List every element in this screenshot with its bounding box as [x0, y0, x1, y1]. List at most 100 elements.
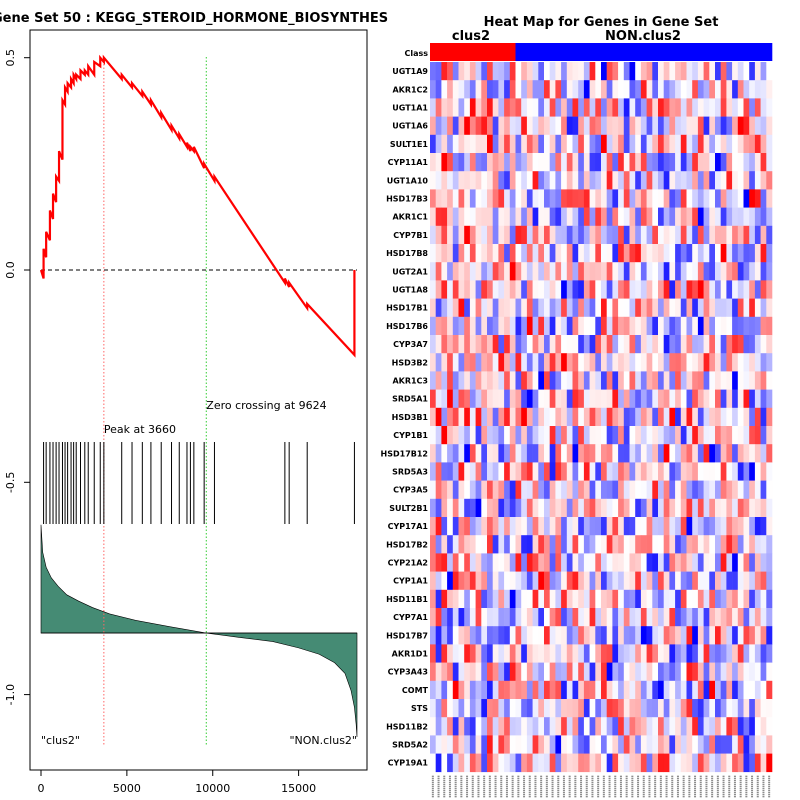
heatmap-cell	[458, 717, 465, 736]
heatmap-cell	[595, 553, 602, 572]
heatmap-cell	[526, 480, 533, 500]
heatmap-cell	[732, 134, 739, 154]
heatmap-cell	[583, 535, 590, 554]
heatmap-cell	[749, 535, 756, 554]
heatmap-cell	[606, 662, 613, 682]
heatmap-cell	[635, 480, 642, 500]
heatmap-cell	[498, 353, 505, 372]
heatmap-cell	[435, 134, 442, 154]
heatmap-cell	[658, 298, 664, 318]
heatmap-cell	[492, 389, 499, 409]
heatmap-cell	[692, 262, 699, 281]
heatmap-cell	[492, 153, 499, 172]
heatmap-cell	[532, 116, 539, 136]
heatmap-cell	[737, 589, 744, 609]
heatmap-cell	[464, 735, 471, 754]
gene-label: CYP19A1	[388, 759, 429, 768]
heatmap-cell	[680, 298, 687, 318]
heatmap-cell	[481, 171, 488, 190]
heatmap-cell	[675, 207, 682, 227]
heatmap-cell	[646, 244, 653, 263]
gene-label: HSD17B6	[386, 322, 428, 331]
heatmap-cell	[492, 589, 499, 609]
heatmap-cell	[435, 444, 442, 463]
heatmap-cell	[703, 608, 710, 627]
heatmap-cell	[629, 335, 636, 354]
heatmap-cell	[589, 207, 596, 227]
heatmap-cell	[589, 626, 596, 645]
heatmap-cell	[686, 662, 693, 682]
heatmap-cell	[658, 335, 664, 354]
heatmap-cell	[640, 371, 647, 390]
heatmap-cell	[521, 225, 528, 245]
heatmap-cell	[549, 426, 556, 445]
heatmap-cell	[589, 535, 596, 554]
heatmap-cell	[703, 153, 710, 172]
heatmap-cell	[492, 62, 499, 81]
heatmap-cell	[692, 280, 699, 299]
heatmap-cell	[538, 171, 545, 190]
heatmap-cell	[555, 680, 562, 700]
heatmap-cell	[532, 553, 539, 572]
heatmap-cell	[566, 717, 573, 736]
heatmap-cell	[487, 171, 493, 190]
heatmap-cell	[561, 134, 568, 154]
ranked-metric-fill	[40, 524, 358, 738]
heatmap-cell	[549, 608, 556, 627]
gene-label: SULT2B1	[389, 504, 428, 513]
heatmap-cell	[504, 280, 511, 299]
heatmap-cell	[549, 262, 556, 281]
heatmap-cell	[715, 517, 721, 536]
heatmap-cell	[675, 225, 682, 245]
heatmap-cell	[458, 98, 465, 117]
heatmap-cell	[646, 662, 653, 682]
heatmap-cell	[521, 407, 528, 427]
heatmap-cell	[487, 262, 493, 281]
heatmap-cell	[612, 717, 619, 736]
heatmap-cell	[492, 535, 499, 554]
heatmap-cell	[623, 553, 630, 572]
heatmap-cell	[675, 680, 682, 700]
heatmap-cell	[447, 608, 454, 627]
heatmap-cell	[452, 662, 459, 682]
heatmap-cell	[447, 717, 454, 736]
heatmap-cell	[754, 353, 761, 372]
heatmap-cell	[715, 80, 721, 99]
heatmap-cell	[532, 717, 539, 736]
heatmap-cell	[521, 153, 528, 172]
heatmap-cell	[481, 517, 488, 536]
heatmap-cell	[640, 316, 647, 336]
heatmap-cell	[492, 171, 499, 190]
heatmap-cell	[663, 225, 670, 245]
heatmap-cell	[612, 80, 619, 99]
heatmap-cell	[469, 171, 476, 190]
heatmap-cell	[623, 207, 630, 227]
heatmap-cell	[458, 444, 465, 463]
heatmap-cell	[452, 517, 459, 536]
heatmap-cell	[544, 517, 550, 536]
heatmap-cell	[652, 153, 659, 172]
heatmap-cell	[521, 717, 528, 736]
heatmap-cell	[640, 444, 647, 463]
heatmap-cell	[601, 735, 607, 754]
heatmap-cell	[754, 717, 761, 736]
heatmap-cell	[532, 699, 539, 718]
heatmap-cell	[435, 735, 442, 754]
heatmap-cell	[469, 699, 476, 718]
heatmap-cell	[538, 680, 545, 700]
heatmap-cell	[515, 335, 522, 354]
heatmap-cell	[703, 444, 710, 463]
heatmap-cell	[481, 153, 488, 172]
heatmap-cell	[538, 98, 545, 117]
heatmap-cell	[469, 298, 476, 318]
heatmap-cell	[697, 225, 704, 245]
heatmap-cell	[732, 335, 739, 354]
heatmap-cell	[521, 134, 528, 154]
heatmap-cell	[458, 753, 465, 773]
heatmap-cell	[732, 262, 739, 281]
gene-label: CYP7A1	[393, 613, 428, 622]
heatmap-cell	[487, 116, 493, 136]
heatmap-cell	[572, 153, 579, 172]
heatmap-cell	[612, 134, 619, 154]
heatmap-cell	[504, 353, 511, 372]
